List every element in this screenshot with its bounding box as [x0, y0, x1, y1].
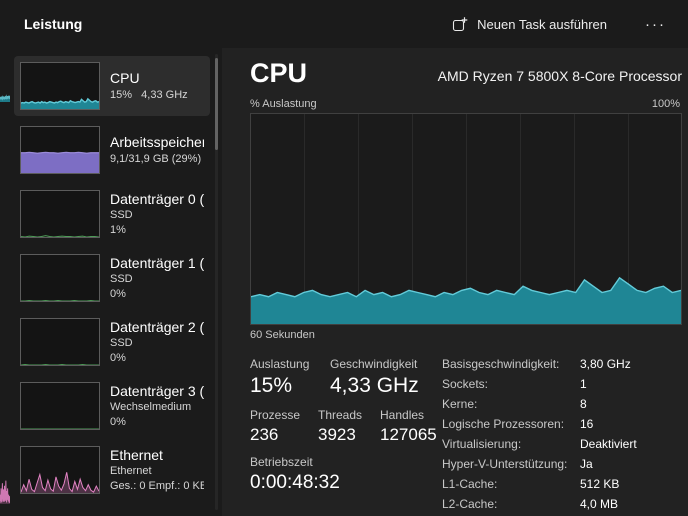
- run-new-task-button[interactable]: Neuen Task ausführen: [444, 10, 615, 38]
- detail-label: L2-Cache:: [442, 497, 498, 512]
- sidebar-item-title: Datenträger 2 (D:): [110, 318, 204, 335]
- sidebar-item-detail: SSD: [110, 273, 133, 286]
- sidebar-item-detail: SSD: [110, 209, 133, 222]
- sidebar-item-detail: Ethernet: [110, 465, 152, 478]
- chart-ymax-label: 100%: [651, 98, 680, 111]
- top-bar: Leistung Neuen Task ausführen ···: [0, 0, 688, 48]
- sidebar-item-disk0[interactable]: Datenträger 0 (C:) SSD 1%: [14, 184, 210, 244]
- detail-label: Hyper-V-Unterstützung:: [442, 457, 568, 472]
- detail-value: Ja: [580, 457, 593, 472]
- sidebar-item-title: Datenträger 0 (C:): [110, 190, 204, 207]
- detail-label: Virtualisierung:: [442, 437, 522, 452]
- disk2-mini-graph: [20, 318, 100, 366]
- content-area: CPU 15% 4,33 GHz Arbeitsspeicher 9,1/31,…: [0, 48, 688, 516]
- chart-ylabel: % Auslastung: [250, 98, 317, 111]
- usage-value: 15%: [250, 374, 293, 398]
- sidebar-item-disk1[interactable]: Datenträger 1 (E:) SSD 0%: [14, 248, 210, 308]
- disk1-mini-graph: [20, 254, 100, 302]
- sidebar-item-ethernet[interactable]: Ethernet Ethernet Ges.: 0 Empf.: 0 KBit/…: [14, 440, 210, 500]
- panel-title: CPU: [250, 58, 308, 88]
- sidebar-item-disk2[interactable]: Datenträger 2 (D:) SSD 0%: [14, 312, 210, 372]
- sidebar-item-memory[interactable]: Arbeitsspeicher 9,1/31,9 GB (29%): [14, 120, 210, 180]
- sidebar-item-disk3[interactable]: Datenträger 3 (F:) Wechselmedium 0%: [14, 376, 210, 436]
- cpu-mini-graph: [20, 62, 100, 110]
- memory-mini-graph: [20, 126, 100, 174]
- sidebar-item-detail: Wechselmedium: [110, 401, 192, 414]
- disk0-mini-graph: [20, 190, 100, 238]
- sidebar-item-percent: 0%: [110, 415, 126, 428]
- chart-xlabel: 60 Sekunden: [250, 329, 315, 342]
- detail-label: Sockets:: [442, 377, 489, 392]
- cpu-details: Basisgeschwindigkeit: 3,80 GHz Sockets: …: [442, 357, 682, 516]
- disk3-mini-graph: [20, 382, 100, 430]
- detail-label: L1-Cache:: [442, 477, 498, 492]
- more-options-button[interactable]: ···: [645, 15, 666, 33]
- edge-graph-sliver-ethernet: [0, 452, 10, 504]
- detail-label: Basisgeschwindigkeit:: [442, 357, 560, 372]
- handles-label: Handles: [380, 408, 425, 423]
- uptime-label: Betriebszeit: [250, 455, 313, 470]
- topbar-actions: Neuen Task ausführen ···: [444, 10, 672, 38]
- sidebar-item-title: Arbeitsspeicher: [110, 134, 204, 151]
- sidebar-item-title: Datenträger 3 (F:): [110, 382, 204, 399]
- ethernet-mini-graph: [20, 446, 100, 494]
- detail-value: 3,80 GHz: [580, 357, 631, 372]
- new-task-icon: [452, 16, 468, 32]
- edge-graph-sliver-cpu: [0, 74, 10, 102]
- processor-name: AMD Ryzen 7 5800X 8-Core Processor: [437, 68, 682, 85]
- processes-value: 236: [250, 425, 279, 445]
- threads-value: 3923: [318, 425, 356, 445]
- sidebar-item-detail: 9,1/31,9 GB (29%): [110, 152, 202, 165]
- sidebar-item-detail: 15% 4,33 GHz: [110, 88, 188, 101]
- speed-label: Geschwindigkeit: [330, 357, 418, 372]
- scrollbar-thumb[interactable]: [215, 58, 218, 150]
- sidebar-item-percent: 1%: [110, 223, 126, 236]
- processes-label: Prozesse: [250, 408, 301, 423]
- cpu-stats: Auslastung 15% Geschwindigkeit 4,33 GHz …: [250, 347, 442, 516]
- usage-label: Auslastung: [250, 357, 310, 372]
- detail-value: 16: [580, 417, 594, 432]
- sidebar-scrollbar[interactable]: [210, 48, 222, 516]
- detail-label: Logische Prozessoren:: [442, 417, 565, 432]
- sidebar-item-title: CPU: [110, 70, 140, 87]
- performance-sidebar: CPU 15% 4,33 GHz Arbeitsspeicher 9,1/31,…: [0, 48, 210, 516]
- sidebar-item-title: Ethernet: [110, 446, 163, 463]
- sidebar-item-percent: 0%: [110, 351, 126, 364]
- detail-value: 4,0 MB: [580, 497, 619, 512]
- sidebar-item-percent: 0%: [110, 287, 126, 300]
- sidebar-item-traffic: Ges.: 0 Empf.: 0 KBit/s: [110, 479, 204, 492]
- uptime-value: 0:00:48:32: [250, 472, 340, 494]
- detail-value: 8: [580, 397, 587, 412]
- threads-label: Threads: [318, 408, 363, 423]
- page-title: Leistung: [24, 16, 83, 32]
- sidebar-item-cpu[interactable]: CPU 15% 4,33 GHz: [14, 56, 210, 116]
- cpu-detail-panel: CPU AMD Ryzen 7 5800X 8-Core Processor %…: [222, 48, 688, 516]
- speed-value: 4,33 GHz: [330, 374, 419, 398]
- sidebar-item-detail: SSD: [110, 337, 133, 350]
- scrollbar-track: [215, 54, 218, 510]
- handles-value: 127065: [380, 425, 437, 445]
- detail-value: Deaktiviert: [580, 437, 637, 452]
- sidebar-item-title: Datenträger 1 (E:): [110, 254, 204, 271]
- detail-value: 512 KB: [580, 477, 620, 492]
- cpu-usage-chart: [250, 113, 682, 326]
- detail-value: 1: [580, 377, 587, 392]
- detail-label: Kerne:: [442, 397, 478, 412]
- run-new-task-label: Neuen Task ausführen: [477, 16, 607, 32]
